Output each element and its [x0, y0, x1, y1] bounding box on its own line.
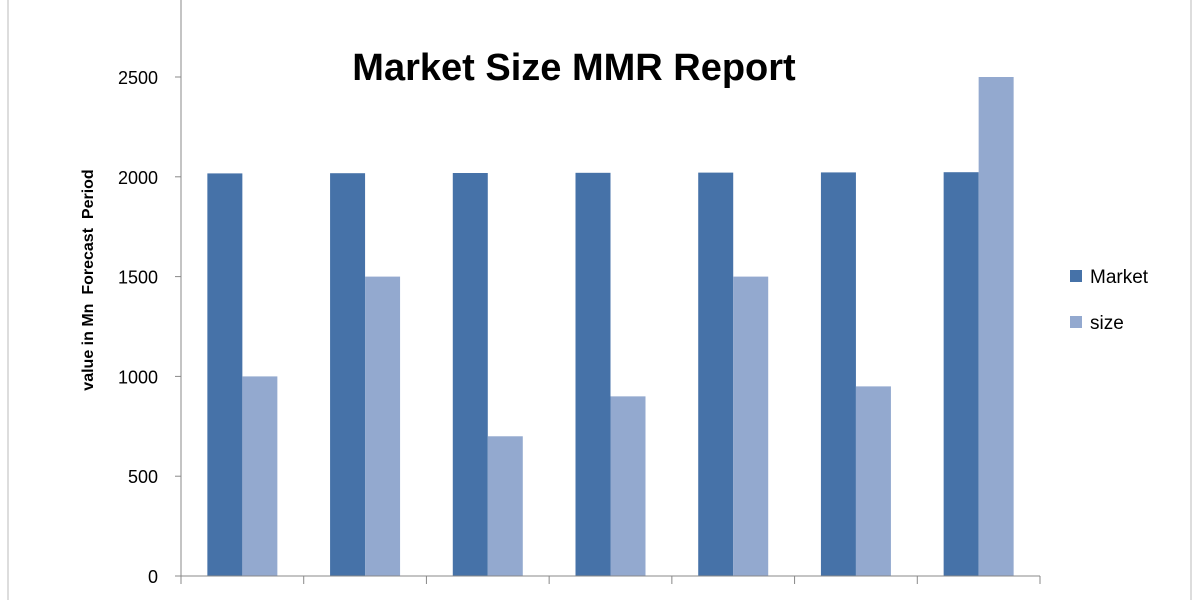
bar-size-1	[242, 376, 278, 576]
y-tick-label: 1000	[118, 367, 158, 387]
y-axis-label: value in Mn Forecast Period	[80, 169, 97, 390]
y-tick-label: 2000	[118, 168, 158, 188]
bar-market-6	[820, 172, 856, 576]
bar-market-3	[452, 173, 488, 576]
legend-label-size: size	[1090, 313, 1124, 334]
bar-market-5	[698, 172, 734, 576]
bar-size-2	[365, 276, 401, 576]
bar-size-6	[855, 386, 891, 576]
legend-swatch-size	[1070, 316, 1082, 328]
bar-size-3	[487, 436, 523, 576]
bar-market-4	[575, 172, 611, 577]
bar-market-2	[330, 173, 366, 576]
bar-market-7	[943, 172, 979, 576]
y-tick-label: 500	[128, 467, 158, 487]
bar-size-4	[610, 396, 646, 576]
y-tick-label: 2500	[118, 68, 158, 88]
bar-size-7	[978, 77, 1014, 576]
y-tick-label: 1500	[118, 268, 158, 288]
bar-size-5	[733, 276, 769, 576]
legend-label-market: Market	[1090, 267, 1149, 288]
y-tick-label: 0	[148, 567, 158, 587]
bar-market-1	[207, 173, 243, 576]
chart-title: Market Size MMR Report	[352, 47, 796, 89]
legend-swatch-market	[1070, 270, 1082, 282]
